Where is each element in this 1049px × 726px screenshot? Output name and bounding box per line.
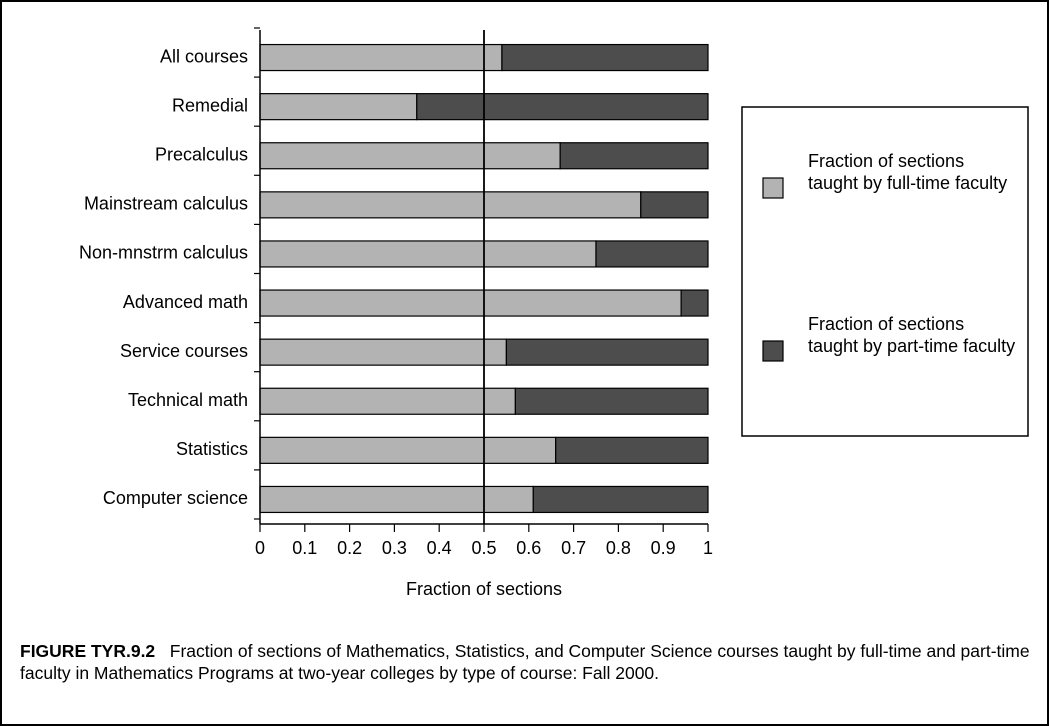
x-tick-label: 0.4 xyxy=(427,538,452,558)
y-tick-label: Non-mnstrm calculus xyxy=(79,243,248,263)
legend-label: Fraction of sections taught by full-time… xyxy=(808,151,1008,193)
x-tick-label: 1 xyxy=(703,538,713,558)
bar-segment xyxy=(595,240,709,268)
x-tick-label: 0.2 xyxy=(337,538,362,558)
y-tick-label: All courses xyxy=(160,46,248,66)
bar-segment xyxy=(259,93,418,121)
x-tick-label: 0 xyxy=(255,538,265,558)
bar-segment xyxy=(532,485,709,514)
y-tick-label: Mainstream calculus xyxy=(84,194,248,214)
bar-segment xyxy=(259,289,682,317)
y-tick-label: Remedial xyxy=(172,95,248,115)
y-tick-label: Technical math xyxy=(128,390,248,410)
y-tick-label: Advanced math xyxy=(123,292,248,312)
x-axis-label: Fraction of sections xyxy=(406,579,562,599)
bar-segment xyxy=(259,191,642,219)
bar-segment xyxy=(416,93,709,121)
y-tick-label: Statistics xyxy=(176,439,248,459)
bar-segment xyxy=(259,43,503,72)
bar-segment xyxy=(259,485,534,514)
bar-segment xyxy=(259,436,557,464)
x-tick-label: 0.3 xyxy=(382,538,407,558)
bar-segment xyxy=(501,43,709,72)
x-tick-label: 0.7 xyxy=(561,538,586,558)
x-tick-label: 0.8 xyxy=(606,538,631,558)
y-tick-label: Service courses xyxy=(120,341,248,361)
bar-segment xyxy=(559,142,709,170)
bar-segment xyxy=(259,338,507,366)
x-tick-label: 0.9 xyxy=(651,538,676,558)
y-tick-label: Precalculus xyxy=(155,145,248,165)
legend-swatch xyxy=(762,177,784,199)
bar-segment xyxy=(259,240,597,268)
x-tick-label: 0.5 xyxy=(471,538,496,558)
bar-segment xyxy=(640,191,709,219)
bar-segment xyxy=(505,338,709,366)
y-tick-label: Computer science xyxy=(103,488,248,508)
bar-segment xyxy=(259,142,561,170)
legend-label: Fraction of sections taught by part-time… xyxy=(808,314,1016,356)
bar-segment xyxy=(680,289,709,317)
legend-swatch xyxy=(762,340,784,362)
bar-segment xyxy=(555,436,709,464)
x-tick-label: 0.6 xyxy=(516,538,541,558)
caption: FIGURE TYR.9.2 Fraction of sections of M… xyxy=(20,640,1030,684)
x-tick-label: 0.1 xyxy=(292,538,317,558)
legend-box xyxy=(741,106,1029,437)
bar-segment xyxy=(259,387,516,415)
caption-text: Fraction of sections of Mathematics, Sta… xyxy=(20,641,1030,683)
caption-label: FIGURE TYR.9.2 xyxy=(20,641,156,661)
bar-segment xyxy=(514,387,709,415)
